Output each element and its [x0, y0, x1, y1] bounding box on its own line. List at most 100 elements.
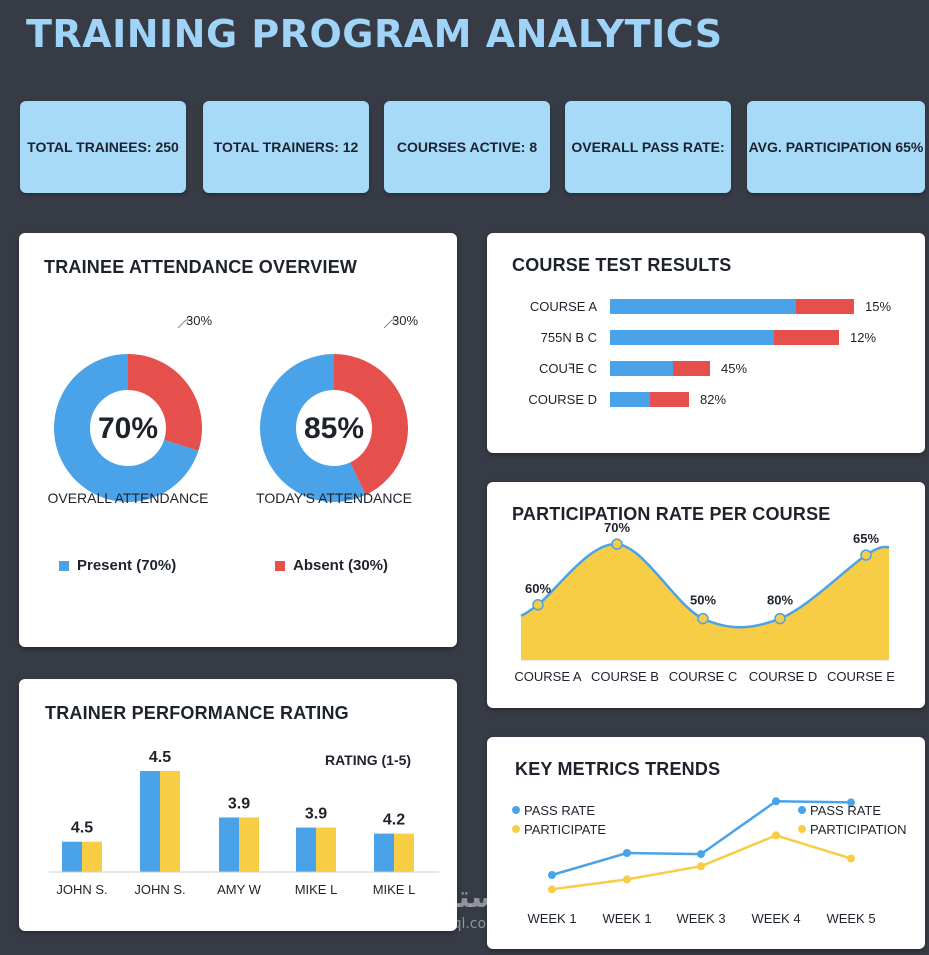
line-legend-label: PASS RATE	[524, 803, 595, 818]
legend-absent-swatch	[275, 560, 285, 571]
trainer-chart: 4.5 JOHN S. 4.5 JOHN S. 3.9 AMY W 3.9 MIKE L 4.2…	[49, 749, 439, 897]
vbar-x-tick-label: MIKE L	[373, 882, 416, 897]
vbar-x-tick-label: AMY W	[217, 882, 262, 897]
area-point-label: 50%	[690, 593, 716, 608]
area-x-tick-label: COURSE C	[669, 669, 738, 684]
hbar-category-label: 755N B C	[541, 330, 597, 345]
participation-card: PARTICIPATION RATE PER COURSE 60% COURSE …	[487, 482, 925, 708]
donut-1-callout-label: 30%	[186, 313, 212, 328]
vbar-x-tick-label: JOHN S.	[56, 882, 107, 897]
line-x-tick-label: WEEK 1	[602, 911, 651, 926]
vbar-blue-bar	[140, 771, 160, 872]
area-x-tick-label: COURSE D	[749, 669, 818, 684]
legend-absent: Absent (30%)	[275, 557, 388, 574]
line-x-tick-label: WEEK 3	[676, 911, 725, 926]
area-point-label: 70%	[604, 520, 630, 535]
area-x-tick-label: COURSE B	[591, 669, 659, 684]
participation-card-title: PARTICIPATION RATE PER COURSE	[512, 504, 831, 524]
trends-card: KEY METRICS TRENDS PASS RATE PASS RATE PAR…	[487, 737, 925, 949]
area-point	[774, 612, 786, 625]
hbar-value-label: 12%	[850, 330, 876, 345]
page-title: TRAINING PROGRAM ANALYTICS	[26, 12, 723, 56]
legend-present-label: Present (70%)	[77, 557, 177, 574]
line-point	[697, 862, 705, 871]
area-x-tick-label: COURSE A	[514, 669, 582, 684]
line-point	[623, 849, 631, 857]
hbar-category-label: COUꟻE C	[539, 361, 597, 376]
line-point	[847, 798, 855, 807]
vbar-yellow-bar	[239, 817, 259, 872]
hbar-red-bar	[673, 361, 710, 376]
donut-2-center-label: 85%	[304, 412, 364, 445]
vbar-value-label: 4.5	[71, 820, 93, 837]
vbar-value-label: 4.2	[383, 812, 405, 829]
line-legend-label: PARTICIPATE	[524, 822, 606, 837]
test-results-card: COURSE TEST RESULTS COURSE A 15% 755N B C 1…	[487, 233, 925, 453]
trainer-rating-note: RATING (1-5)	[325, 752, 412, 768]
vbar-x-tick-label: MIKE L	[295, 882, 338, 897]
vbar-value-label: 3.9	[305, 806, 327, 823]
attendance-card-title: TRAINEE ATTENDANCE OVERVIEW	[44, 257, 358, 277]
vbar-yellow-bar	[82, 841, 102, 872]
line-point	[772, 797, 780, 806]
line-x-tick-label: WEEK 4	[751, 911, 800, 926]
line-point	[697, 850, 705, 859]
line-x-tick-label: WEEK 5	[826, 911, 875, 926]
area-x-tick-label: COURSE E	[827, 669, 895, 684]
hbar-red-bar	[796, 299, 854, 314]
donut-2-callout-label: 30%	[392, 313, 418, 328]
hbar-blue-bar	[610, 392, 650, 407]
kpi-overall-pass-rate: OVERALL PASS RATE:	[565, 101, 731, 193]
line-x-tick-label: WEEK 1	[527, 911, 576, 926]
attendance-donut-charts: 70% 30% OVERALL ATTENDANCE 85% 30% TODAY'S AT…	[47, 313, 418, 506]
area-point-label: 80%	[767, 593, 793, 608]
area-point	[611, 538, 623, 550]
hbar-value-label: 15%	[865, 299, 891, 314]
test-results-chart: COURSE A 15% 755N B C 12% COUꟻE C 45% COURSE D…	[528, 299, 891, 407]
line-point	[623, 875, 631, 884]
trends-card-title: KEY METRICS TRENDS	[515, 759, 721, 779]
hbar-blue-bar	[610, 330, 774, 345]
donut-1-caption: OVERALL ATTENDANCE	[47, 490, 208, 506]
line-legend-right-label: PARTICIPATION	[810, 822, 907, 837]
line-legend-right-marker	[798, 825, 806, 833]
vbar-blue-bar	[296, 827, 316, 872]
donut-2-callout-line	[383, 319, 398, 329]
line-legend-marker	[512, 825, 520, 833]
hbar-red-bar	[774, 330, 839, 345]
vbar-value-label: 3.9	[228, 795, 250, 812]
line-point	[847, 854, 855, 863]
participation-chart: 60% COURSE A 70% COURSE B 50% COURSE C 80% COUR…	[514, 520, 895, 684]
hbar-red-bar	[650, 392, 689, 407]
line-point	[548, 871, 556, 879]
line-point	[548, 885, 556, 894]
line-point	[772, 831, 780, 840]
vbar-blue-bar	[374, 833, 394, 872]
vbar-blue-bar	[219, 817, 239, 872]
area-fill	[521, 544, 889, 660]
area-point	[532, 599, 544, 611]
attendance-card: TRAINEE ATTENDANCE OVERVIEW 70% 30% OVERAL…	[19, 233, 457, 647]
hbar-value-label: 45%	[721, 361, 747, 376]
donut-2-caption: TODAY'S ATTENDANCE	[256, 490, 412, 506]
hbar-category-label: COURSE D	[528, 392, 597, 407]
legend-present: Present (70%)	[59, 557, 176, 574]
vbar-blue-bar	[62, 841, 82, 872]
line-legend-right-marker	[798, 806, 806, 814]
vbar-x-tick-label: JOHN S.	[134, 882, 185, 897]
vbar-yellow-bar	[394, 833, 414, 872]
donut-2-present-slice	[260, 354, 366, 502]
legend-absent-label: Absent (30%)	[293, 557, 389, 574]
vbar-yellow-bar	[316, 827, 336, 872]
trends-chart: PASS RATE PASS RATE PARTICIPATE PARTICIPATI…	[512, 797, 907, 926]
vbar-yellow-bar	[160, 771, 180, 872]
watermark-latin: mostaql.com	[409, 916, 500, 932]
hbar-blue-bar	[610, 361, 673, 376]
hbar-blue-bar	[610, 299, 796, 314]
kpi-avg-participation: AVG. PARTICIPATION 65%	[747, 101, 925, 193]
watermark-arabic: مستقل	[410, 880, 520, 915]
vbar-value-label: 4.5	[149, 749, 171, 766]
hbar-value-label: 82%	[700, 392, 726, 407]
trainer-card-title: TRAINER PERFORMANCE RATING	[45, 703, 349, 723]
donut-1-center-label: 70%	[98, 412, 158, 445]
